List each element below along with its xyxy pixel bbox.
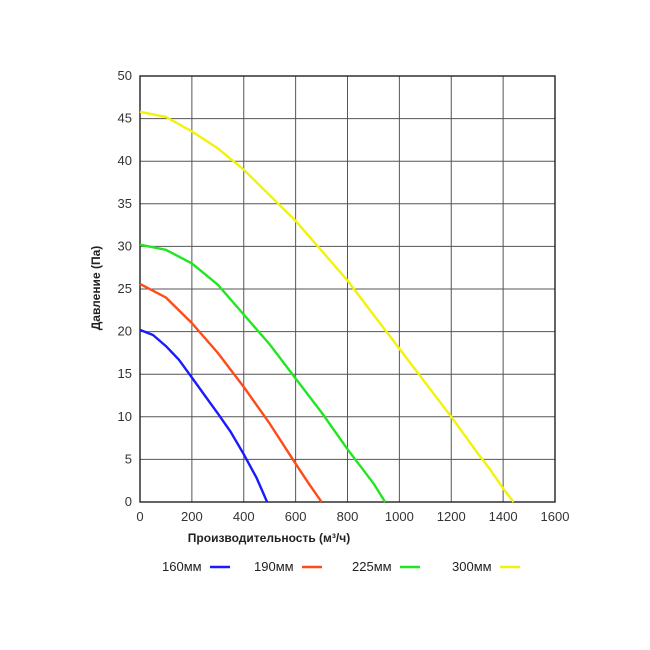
- x-tick-label: 200: [181, 509, 203, 524]
- y-tick-label: 45: [118, 111, 132, 126]
- plot-frame: [139, 75, 556, 503]
- x-tick-label: 0: [136, 509, 143, 524]
- x-tick-label: 400: [233, 509, 255, 524]
- legend-label: 225мм: [352, 559, 392, 574]
- legend: 160мм 190мм 225мм 300мм: [162, 559, 520, 574]
- y-tick-label: 30: [118, 238, 132, 253]
- x-tick-label: 1400: [489, 509, 518, 524]
- y-tick-label: 0: [125, 494, 132, 509]
- y-tick-label: 15: [118, 366, 132, 381]
- y-tick-labels: 0 5 10 15 20 25 30 35 40 45 50: [118, 68, 132, 509]
- legend-label: 160мм: [162, 559, 202, 574]
- series-lines: [139, 110, 515, 503]
- y-tick-label: 25: [118, 281, 132, 296]
- y-tick-label: 5: [125, 451, 132, 466]
- x-axis-title: Производительность (м³/ч): [188, 531, 350, 545]
- series-line-300мм: [139, 110, 515, 503]
- x-tick-label: 600: [285, 509, 307, 524]
- legend-label: 190мм: [254, 559, 294, 574]
- series-line-160мм: [139, 328, 269, 503]
- y-tick-label: 20: [118, 324, 132, 339]
- x-tick-label: 1000: [385, 509, 414, 524]
- x-tick-label: 1200: [437, 509, 466, 524]
- y-tick-label: 35: [118, 196, 132, 211]
- series-line-225мм: [139, 243, 387, 503]
- y-tick-label: 10: [118, 409, 132, 424]
- y-axis-title: Давление (Па): [89, 246, 103, 331]
- series-line-190мм: [139, 282, 323, 503]
- y-tick-label: 50: [118, 68, 132, 83]
- y-tick-label: 40: [118, 153, 132, 168]
- x-tick-label: 1600: [541, 509, 570, 524]
- grid: [139, 75, 556, 503]
- legend-label: 300мм: [452, 559, 492, 574]
- x-tick-label: 800: [337, 509, 359, 524]
- x-tick-labels: 0 200 400 600 800 1000 1200 1400 1600: [136, 509, 569, 524]
